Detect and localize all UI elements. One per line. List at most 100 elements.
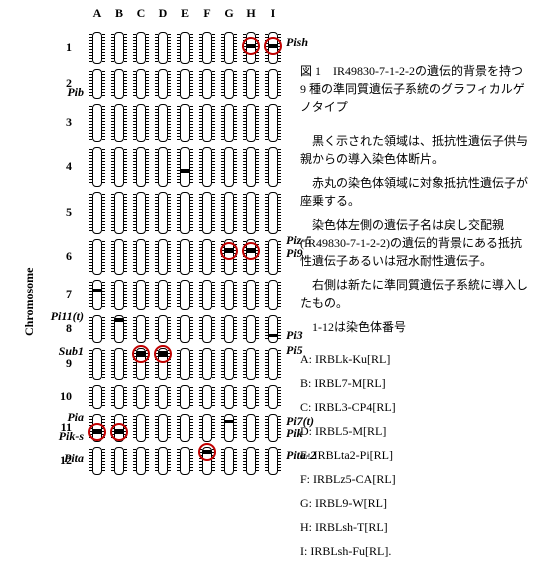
chromosome: [224, 315, 234, 343]
col-header: E: [176, 6, 194, 21]
chromosome: [180, 348, 190, 380]
chromosome: [158, 315, 168, 343]
chromosome: [136, 239, 146, 275]
chromosome: [202, 104, 212, 142]
chromosome: [246, 192, 256, 234]
col-header: A: [88, 6, 106, 21]
gene-label-left: Pik-s: [10, 429, 84, 444]
row-number: 1: [54, 40, 72, 55]
chromosome: [224, 385, 234, 409]
col-header: I: [264, 6, 282, 21]
caption-paragraph: 染色体左側の遺伝子名は戻し交配親 (IR49830-7-1-2-2)の遺伝的背景…: [300, 216, 528, 270]
chromosome: [158, 239, 168, 275]
figure-title: 図 1 IR49830-7-1-2-2の遺伝的背景を持つ 9 種の準同質遺伝子系…: [300, 62, 528, 116]
row-number: 6: [54, 249, 72, 264]
chromosome: [268, 147, 278, 187]
gene-label-left: Pia: [10, 410, 84, 425]
chromosome: [136, 280, 146, 310]
chromosome: [136, 104, 146, 142]
chromosome: [246, 447, 256, 475]
chromosome: [180, 280, 190, 310]
chromosome: [268, 104, 278, 142]
chromosome: [246, 104, 256, 142]
target-circle: [88, 423, 106, 441]
col-header: H: [242, 6, 260, 21]
chromosome: [136, 447, 146, 475]
chromosome: [202, 192, 212, 234]
chromosome: [92, 192, 102, 234]
chromosome: [158, 32, 168, 64]
chromosome: [92, 239, 102, 275]
chromosome: [202, 385, 212, 409]
gene-label-left: Pita: [10, 451, 84, 466]
chromosome: [136, 32, 146, 64]
chromosome: [92, 32, 102, 64]
chromosome: [92, 385, 102, 409]
chromosome: [224, 348, 234, 380]
chromosome: [224, 447, 234, 475]
chromosome: [136, 192, 146, 234]
chromosome: [202, 147, 212, 187]
chromosome: [268, 192, 278, 234]
introgression-segment: [225, 420, 233, 423]
chromosome: [158, 104, 168, 142]
chromosome: [268, 447, 278, 475]
legend-item: F: IRBLz5-CA[RL]: [300, 470, 528, 488]
row-number: 4: [54, 159, 72, 174]
chromosome: [114, 239, 124, 275]
target-circle: [220, 242, 238, 260]
target-circle: [198, 443, 216, 461]
chromosome: [224, 69, 234, 99]
genotype-chart: ABCDEFGHI123456789101112PibPi11(t)Sub1Pi…: [10, 6, 300, 541]
chromosome: [224, 147, 234, 187]
chromosome: [92, 280, 102, 310]
chromosome: [224, 104, 234, 142]
chromosome: [180, 32, 190, 64]
chromosome: [246, 414, 256, 442]
chromosome: [180, 414, 190, 442]
chromosome: [246, 385, 256, 409]
chromosome: [92, 315, 102, 343]
chromosome: [202, 69, 212, 99]
gene-label-right: Pish: [286, 35, 308, 50]
row-number: 7: [54, 287, 72, 302]
chromosome: [268, 414, 278, 442]
chromosome: [92, 104, 102, 142]
target-circle: [242, 242, 260, 260]
caption-paragraph: 右側は新たに準同質遺伝子系統に導入したもの。: [300, 276, 528, 312]
legend-item: G: IRBL9-W[RL]: [300, 494, 528, 512]
chromosome: [158, 447, 168, 475]
chromosome: [268, 315, 278, 343]
caption-panel: 図 1 IR49830-7-1-2-2の遺伝的背景を持つ 9 種の準同質遺伝子系…: [300, 62, 528, 566]
chromosome: [114, 385, 124, 409]
chromosome: [202, 348, 212, 380]
chromosome: [268, 348, 278, 380]
target-circle: [264, 37, 282, 55]
gene-label-left: Sub1: [10, 344, 84, 359]
chromosome: [180, 192, 190, 234]
chromosome: [158, 280, 168, 310]
chromosome: [92, 447, 102, 475]
chromosome: [158, 147, 168, 187]
legend-item: E: IRBLta2-Pi[RL]: [300, 446, 528, 464]
chromosome: [202, 414, 212, 442]
chromosome: [268, 280, 278, 310]
target-circle: [132, 345, 150, 363]
gene-label-left: Pib: [10, 85, 84, 100]
chromosome: [224, 414, 234, 442]
chromosome: [114, 104, 124, 142]
chromosome: [202, 32, 212, 64]
introgression-segment: [269, 334, 277, 337]
chromosome: [114, 32, 124, 64]
legend-item: C: IRBL3-CP4[RL]: [300, 398, 528, 416]
row-number: 5: [54, 205, 72, 220]
chromosome: [114, 280, 124, 310]
chromosome: [180, 104, 190, 142]
introgression-segment: [181, 169, 189, 173]
chromosome: [158, 414, 168, 442]
chromosome: [136, 385, 146, 409]
chromosome: [136, 414, 146, 442]
chromosome: [136, 69, 146, 99]
chromosome: [114, 192, 124, 234]
target-circle: [110, 423, 128, 441]
